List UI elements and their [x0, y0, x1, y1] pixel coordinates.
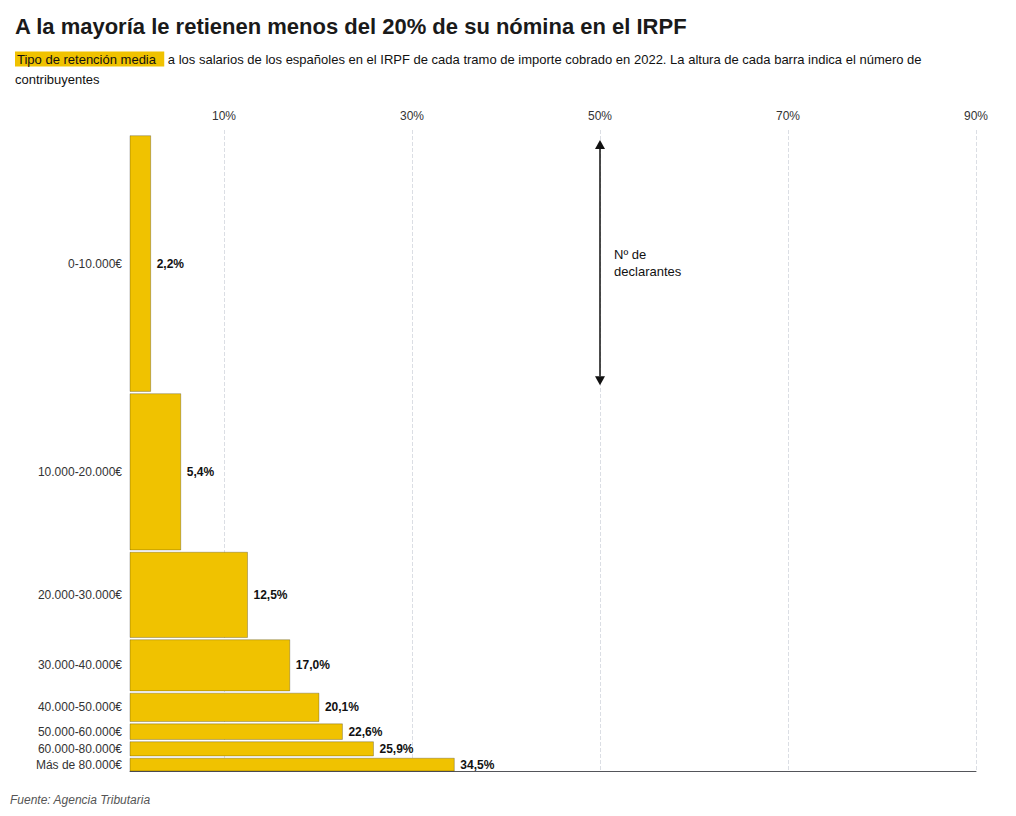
- svg-text:10%: 10%: [212, 109, 236, 123]
- svg-text:Fuente: Agencia Tributaria: Fuente: Agencia Tributaria: [10, 793, 150, 807]
- svg-text:declarantes: declarantes: [614, 264, 682, 279]
- svg-text:25,9%: 25,9%: [379, 742, 413, 756]
- svg-text:30%: 30%: [400, 109, 424, 123]
- svg-text:90%: 90%: [964, 109, 988, 123]
- svg-text:10.000-20.000€: 10.000-20.000€: [38, 465, 122, 479]
- svg-text:30.000-40.000€: 30.000-40.000€: [38, 658, 122, 672]
- svg-text:Nº de: Nº de: [614, 247, 646, 262]
- svg-text:20,1%: 20,1%: [325, 700, 359, 714]
- svg-text:Tipo de retención media: Tipo de retención media: [17, 52, 157, 67]
- svg-text:2,2%: 2,2%: [157, 257, 185, 271]
- svg-text:contribuyentes: contribuyentes: [15, 72, 100, 87]
- svg-text:22,6%: 22,6%: [348, 725, 382, 739]
- svg-text:A la mayoría le retienen menos: A la mayoría le retienen menos del 20% d…: [15, 14, 687, 39]
- svg-text:50%: 50%: [588, 109, 612, 123]
- svg-text:Más de 80.000€: Más de 80.000€: [36, 758, 122, 772]
- svg-text:60.000-80.000€: 60.000-80.000€: [38, 742, 122, 756]
- svg-text:40.000-50.000€: 40.000-50.000€: [38, 700, 122, 714]
- svg-text:70%: 70%: [776, 109, 800, 123]
- svg-text:20.000-30.000€: 20.000-30.000€: [38, 588, 122, 602]
- svg-text:34,5%: 34,5%: [460, 758, 494, 772]
- svg-text:a los salarios de los españole: a los salarios de los españoles en el IR…: [164, 52, 925, 67]
- svg-text:0-10.000€: 0-10.000€: [68, 257, 122, 271]
- svg-text:17,0%: 17,0%: [296, 658, 330, 672]
- svg-text:5,4%: 5,4%: [187, 465, 215, 479]
- svg-text:50.000-60.000€: 50.000-60.000€: [38, 725, 122, 739]
- svg-text:12,5%: 12,5%: [254, 588, 288, 602]
